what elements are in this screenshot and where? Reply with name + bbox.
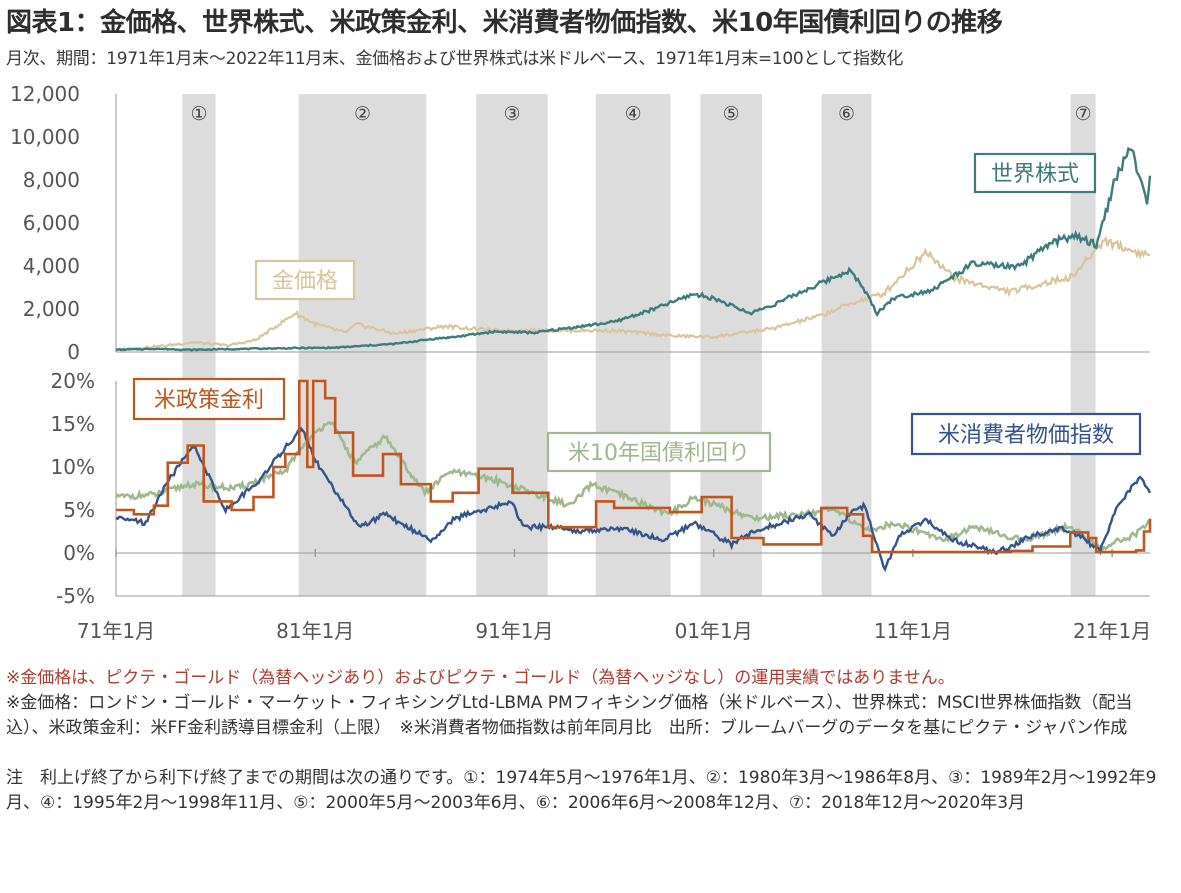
period-label-4: ④ — [625, 103, 642, 125]
top-ytick-label: 6,000 — [23, 211, 80, 235]
label-world-equity-box — [973, 152, 1097, 194]
top-ytick-label: 8,000 — [23, 168, 80, 192]
footnote-disclaimer: ※金価格は、ピクテ・ゴールド（為替ヘッジあり）およびピクテ・ゴールド（為替ヘッジ… — [6, 668, 955, 688]
chart-subtitle: 月次、期間：1971年1月末～2022年11月末、金価格および世界株式は米ドルベ… — [6, 49, 904, 69]
x-tick-label: 81年1月 — [276, 619, 354, 643]
footnote-periods: 注 利上げ終了から利下げ終了までの期間は次の通りです。①：1974年5月～197… — [6, 768, 1157, 813]
label-cpi: 米消費者物価指数 — [938, 423, 1114, 448]
top-ytick-label: 2,000 — [23, 297, 80, 321]
label-cpi-box — [910, 412, 1142, 456]
bottom-ytick-label: -5% — [56, 584, 95, 608]
period-label-7: ⑦ — [1075, 103, 1092, 125]
x-tick-label: 91年1月 — [475, 619, 553, 643]
top-ytick-label: 10,000 — [10, 125, 80, 149]
top-ytick-label: 0 — [67, 340, 80, 364]
period-label-2: ② — [354, 103, 371, 125]
label-10y-yield-box — [546, 431, 772, 473]
label-policy-rate-box — [132, 377, 286, 421]
x-tick-label: 11年1月 — [874, 619, 952, 643]
shaded-period-4 — [595, 94, 671, 596]
label-gold-box — [254, 259, 356, 301]
x-tick-label: 71年1月 — [77, 619, 155, 643]
series-line-cpi — [115, 426, 1152, 573]
footnotes: ※金価格は、ピクテ・ゴールド（為替ヘッジあり）およびピクテ・ゴールド（為替ヘッジ… — [6, 666, 1171, 816]
chart-title: 図表1：金価格、世界株式、米政策金利、米消費者物価指数、米10年国債利回りの推移 — [6, 8, 1003, 38]
series-line-gold — [115, 235, 1151, 352]
period-label-6: ⑥ — [838, 103, 855, 125]
bottom-ytick-label: 0% — [63, 541, 95, 565]
bottom-ytick-label: 15% — [51, 412, 95, 436]
top-ytick-label: 12,000 — [10, 82, 80, 106]
label-gold: 金価格 — [272, 269, 338, 294]
label-world-equity: 世界株式 — [991, 162, 1079, 187]
label-10y-yield: 米10年国債利回り — [568, 441, 750, 466]
bottom-ytick-label: 10% — [51, 455, 95, 479]
period-label-1: ① — [190, 103, 207, 125]
series-line-10y-yield — [114, 420, 1151, 553]
chart-svg: ① ② ③ ④ ⑤ ⑥ ⑦ 0 2,000 4,000 6,000 8,000 10,000 12,000… — [10, 82, 1152, 643]
period-label-5: ⑤ — [723, 103, 740, 125]
x-tick-label: 21年1月 — [1073, 619, 1151, 643]
period-label-3: ③ — [503, 103, 520, 125]
series-line-world-equity — [115, 146, 1152, 352]
footnote-sources: ※金価格：ロンドン・ゴールド・マーケット・フィキシングLtd-LBMA PMフィ… — [6, 693, 1133, 738]
series-line-policy-rate — [116, 379, 1152, 554]
bottom-ytick-label: 5% — [63, 498, 95, 522]
top-ytick-label: 4,000 — [23, 254, 80, 278]
x-tick-label: 01年1月 — [675, 619, 753, 643]
bottom-ytick-label: 20% — [51, 369, 95, 393]
label-policy-rate: 米政策金利 — [154, 388, 264, 413]
shaded-period-3 — [476, 94, 548, 596]
